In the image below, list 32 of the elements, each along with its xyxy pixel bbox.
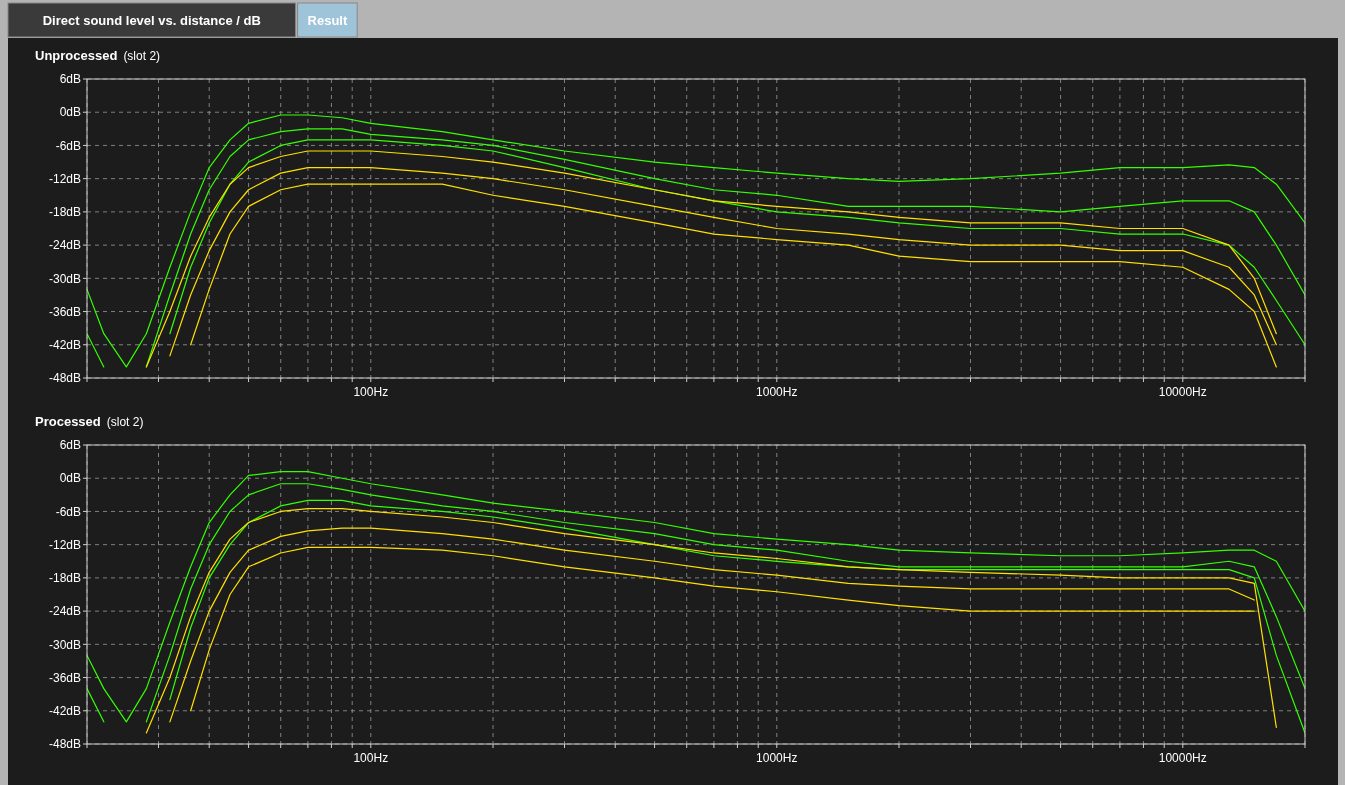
text: Result [307, 12, 348, 28]
y-tick-label: -30dB [48, 637, 81, 652]
chart-subtitle: (slot 2) [106, 415, 144, 429]
x-tick-label: 1000Hz [756, 751, 798, 765]
text: Direct sound level vs. distance / dB [42, 12, 261, 28]
y-tick-label: 6dB [59, 72, 81, 87]
x-tick-label: 100Hz [353, 751, 389, 765]
y-tick-label: -24dB [48, 238, 81, 253]
y-tick-label: 0dB [59, 471, 81, 486]
y-tick-label: -24dB [48, 604, 81, 619]
y-tick-label: -36dB [48, 670, 81, 685]
y-tick-label: -42dB [48, 703, 81, 718]
y-tick-label: -30dB [48, 271, 81, 286]
y-tick-label: -18dB [48, 205, 81, 220]
x-tick-label: 100Hz [353, 385, 389, 399]
x-tick-label: 1000Hz [756, 385, 798, 399]
y-tick-label: -48dB [48, 371, 81, 386]
chart-title: Unprocessed [35, 48, 118, 63]
y-tick-label: 0dB [59, 105, 81, 120]
y-tick-label: -48dB [48, 737, 81, 752]
chart-title: Processed [35, 414, 101, 429]
y-tick-label: -18dB [48, 571, 81, 586]
x-tick-label: 10000Hz [1158, 385, 1207, 399]
y-tick-label: -6dB [55, 504, 81, 519]
y-tick-label: 6dB [59, 438, 81, 453]
y-tick-label: -6dB [55, 138, 81, 153]
y-tick-label: -12dB [48, 537, 81, 552]
y-tick-label: -12dB [48, 171, 81, 186]
chart-subtitle: (slot 2) [123, 49, 161, 63]
y-tick-label: -36dB [48, 304, 81, 319]
x-tick-label: 10000Hz [1158, 751, 1207, 765]
y-tick-label: -42dB [48, 337, 81, 352]
